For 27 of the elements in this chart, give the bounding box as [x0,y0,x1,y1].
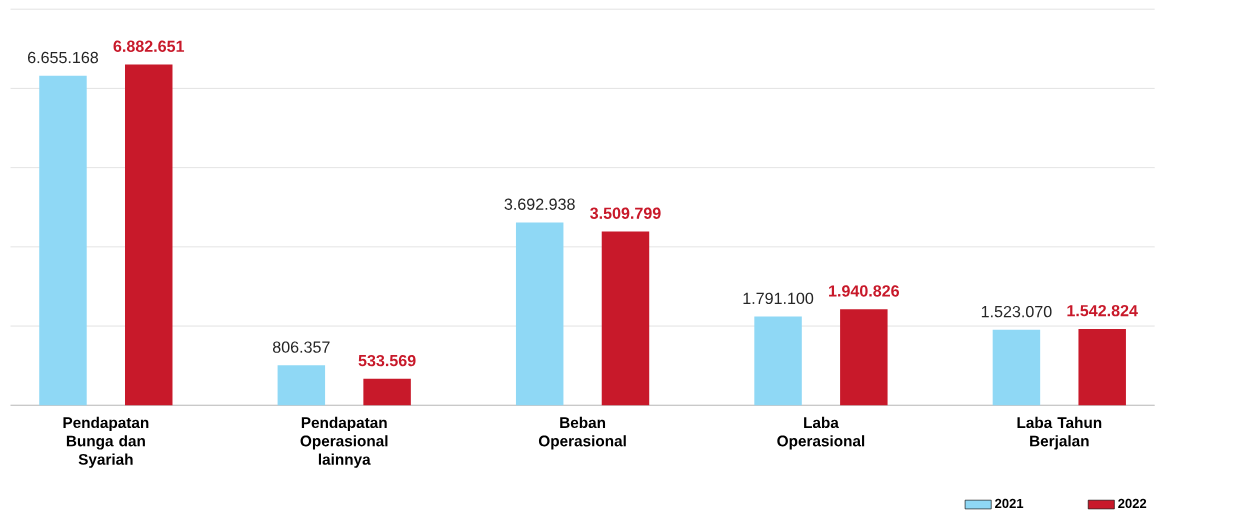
bar [125,64,173,406]
bar [363,378,411,406]
data-label: 806.357 [272,341,330,353]
data-label: 1.940.826 [829,285,900,297]
data-label: 6.882.651 [113,40,185,52]
data-label: 3.692.938 [504,198,575,210]
bar [39,75,87,406]
data-label: 1.791.100 [743,292,814,304]
bar [754,316,802,406]
data-label: 1.523.070 [981,305,1052,318]
bar [1078,328,1126,406]
legend-label: 2021 [995,498,1024,508]
bar [277,365,326,406]
x-tick-label: Pendapatan Operasional lainnya [300,416,388,468]
x-tick-label: Laba Tahun Berjalan [1017,416,1102,450]
x-tick-label: Laba Operasional [777,416,865,450]
x-tick-label: Pendapatan Bunga dan Syariah [63,416,149,468]
legend-label: 2022 [1118,498,1147,508]
bar [992,329,1041,406]
data-label: 533.569 [358,354,416,367]
data-label: 1.542.824 [1067,304,1138,317]
data-label: 3.509.799 [590,207,661,219]
bar [840,309,888,406]
bar [601,231,650,406]
bar [515,222,564,406]
x-tick-label: Beban Operasional [538,416,626,450]
data-label: 6.655.168 [28,51,99,64]
